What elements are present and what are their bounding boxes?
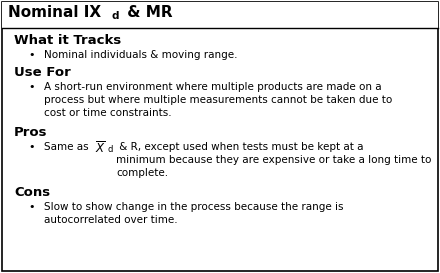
Text: What it Tracks: What it Tracks — [14, 34, 121, 47]
Bar — [2, 2, 438, 28]
Text: & R, except used when tests must be kept at a
minimum because they are expensive: & R, except used when tests must be kept… — [116, 142, 431, 178]
Text: Nominal individuals & moving range.: Nominal individuals & moving range. — [44, 50, 238, 60]
Text: Cons: Cons — [14, 186, 50, 199]
Text: •: • — [28, 202, 34, 212]
Text: d: d — [108, 145, 114, 154]
Text: Slow to show change in the process because the range is
autocorrelated over time: Slow to show change in the process becau… — [44, 202, 344, 225]
Text: A short-run environment where multiple products are made on a
process but where : A short-run environment where multiple p… — [44, 82, 392, 118]
Text: d: d — [112, 11, 120, 21]
Text: Nominal IX: Nominal IX — [8, 5, 101, 20]
Text: $\overline{X}$: $\overline{X}$ — [95, 141, 106, 156]
Text: Use For: Use For — [14, 66, 71, 79]
Text: & MR: & MR — [122, 5, 172, 20]
Text: Pros: Pros — [14, 126, 48, 139]
Text: Same as: Same as — [44, 142, 92, 152]
Text: •: • — [28, 82, 34, 92]
Text: •: • — [28, 142, 34, 152]
Text: •: • — [28, 50, 34, 60]
